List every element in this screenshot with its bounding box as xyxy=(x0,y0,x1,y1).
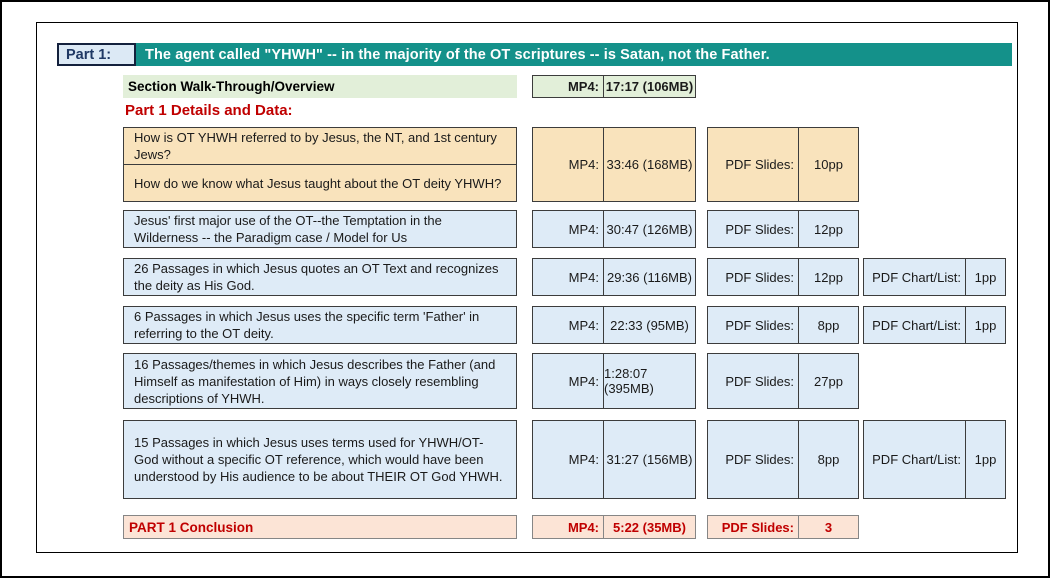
details-heading: Part 1 Details and Data: xyxy=(125,102,293,119)
row-description: 15 Passages in which Jesus uses terms us… xyxy=(123,420,517,499)
pdf-slides-box: PDF Slides: 10pp xyxy=(707,127,859,202)
pdf-slides-value: 12pp xyxy=(798,259,858,295)
description-text: Jesus' first major use of the OT--the Te… xyxy=(134,213,442,245)
mp4-box: MP4: 33:46 (168MB) xyxy=(532,127,696,202)
pdf-chart-list-box: PDF Chart/List: 1pp xyxy=(863,306,1006,344)
pdf-slides-value: 8pp xyxy=(798,421,858,498)
mp4-label: MP4: xyxy=(567,79,599,94)
pdf-slides-value: 10pp xyxy=(798,128,858,201)
mp4-value: 29:36 (116MB) xyxy=(603,259,695,295)
pdf-slides-value: 8pp xyxy=(798,307,858,343)
mp4-label: MP4: xyxy=(568,317,599,333)
mp4-box: MP4: 1:28:07 (395MB) xyxy=(532,353,696,409)
row-description: Jesus' first major use of the OT--the Te… xyxy=(123,210,517,248)
mp4-label: MP4: xyxy=(568,221,599,237)
pdf-chart-list-label: PDF Chart/List: xyxy=(872,269,961,285)
mp4-box: MP4: 29:36 (116MB) xyxy=(532,258,696,296)
row-description: 16 Passages/themes in which Jesus descri… xyxy=(123,353,517,409)
part-title-banner: The agent called "YHWH" -- in the majori… xyxy=(136,43,1012,66)
overview-section-label: Section Walk-Through/Overview xyxy=(123,75,517,98)
description-text: 6 Passages in which Jesus uses the speci… xyxy=(134,309,480,341)
description-text: How is OT YHWH referred to by Jesus, the… xyxy=(124,128,516,165)
conclusion-pdf-box: PDF Slides: 3 xyxy=(707,515,859,539)
pdf-slides-box: PDF Slides: 12pp xyxy=(707,210,859,248)
mp4-value: 1:28:07 (395MB) xyxy=(603,354,695,408)
mp4-box: MP4: 30:47 (126MB) xyxy=(532,210,696,248)
pdf-chart-list-label: PDF Chart/List: xyxy=(872,317,961,333)
mp4-box: MP4: 31:27 (156MB) xyxy=(532,420,696,499)
pdf-slides-box: PDF Slides: 27pp xyxy=(707,353,859,409)
mp4-label: MP4: xyxy=(568,269,599,285)
pdf-slides-box: PDF Slides: 8pp xyxy=(707,306,859,344)
pdf-chart-list-value: 1pp xyxy=(965,421,1005,498)
pdf-slides-label: PDF Slides: xyxy=(721,519,794,535)
description-text: How do we know what Jesus taught about t… xyxy=(134,175,502,191)
pdf-chart-list-label: PDF Chart/List: xyxy=(872,452,961,467)
mp4-value: 33:46 (168MB) xyxy=(603,128,695,201)
description-text: 16 Passages/themes in which Jesus descri… xyxy=(134,356,496,406)
pdf-slides-box: PDF Slides: 12pp xyxy=(707,258,859,296)
mp4-label: MP4: xyxy=(568,157,599,172)
page-inner-frame xyxy=(36,22,1018,553)
description-text: 26 Passages in which Jesus quotes an OT … xyxy=(134,261,499,293)
row-description: How is OT YHWH referred to by Jesus, the… xyxy=(123,127,517,202)
part-number-label: Part 1: xyxy=(57,43,136,66)
pdf-slides-label: PDF Slides: xyxy=(725,221,794,237)
pdf-slides-label: PDF Slides: xyxy=(725,373,794,389)
pdf-slides-label: PDF Slides: xyxy=(725,452,794,467)
mp4-value: 30:47 (126MB) xyxy=(603,211,695,247)
pdf-chart-list-value: 1pp xyxy=(965,259,1005,295)
row-description: 6 Passages in which Jesus uses the speci… xyxy=(123,306,517,344)
mp4-label: MP4: xyxy=(568,373,599,389)
pdf-slides-label: PDF Slides: xyxy=(725,317,794,333)
pdf-slides-value: 3 xyxy=(798,516,858,538)
mp4-value: 31:27 (156MB) xyxy=(603,421,695,498)
overview-mp4-box: MP4: 17:17 (106MB) xyxy=(532,75,696,98)
pdf-slides-box: PDF Slides: 8pp xyxy=(707,420,859,499)
pdf-slides-value: 27pp xyxy=(798,354,858,408)
mp4-value: 22:33 (95MB) xyxy=(603,307,695,343)
pdf-chart-list-box: PDF Chart/List: 1pp xyxy=(863,420,1006,499)
pdf-chart-list-box: PDF Chart/List: 1pp xyxy=(863,258,1006,296)
description-text: 15 Passages in which Jesus uses terms us… xyxy=(134,435,503,484)
mp4-label: MP4: xyxy=(568,452,599,467)
mp4-label: MP4: xyxy=(567,519,599,535)
pdf-chart-list-value: 1pp xyxy=(965,307,1005,343)
mp4-box: MP4: 22:33 (95MB) xyxy=(532,306,696,344)
mp4-value: 5:22 (35MB) xyxy=(603,516,695,538)
pdf-slides-value: 12pp xyxy=(798,211,858,247)
pdf-slides-label: PDF Slides: xyxy=(725,157,794,172)
pdf-slides-label: PDF Slides: xyxy=(725,269,794,285)
conclusion-mp4-box: MP4: 5:22 (35MB) xyxy=(532,515,696,539)
mp4-value: 17:17 (106MB) xyxy=(603,76,695,97)
conclusion-label: PART 1 Conclusion xyxy=(123,515,517,539)
row-description: 26 Passages in which Jesus quotes an OT … xyxy=(123,258,517,296)
